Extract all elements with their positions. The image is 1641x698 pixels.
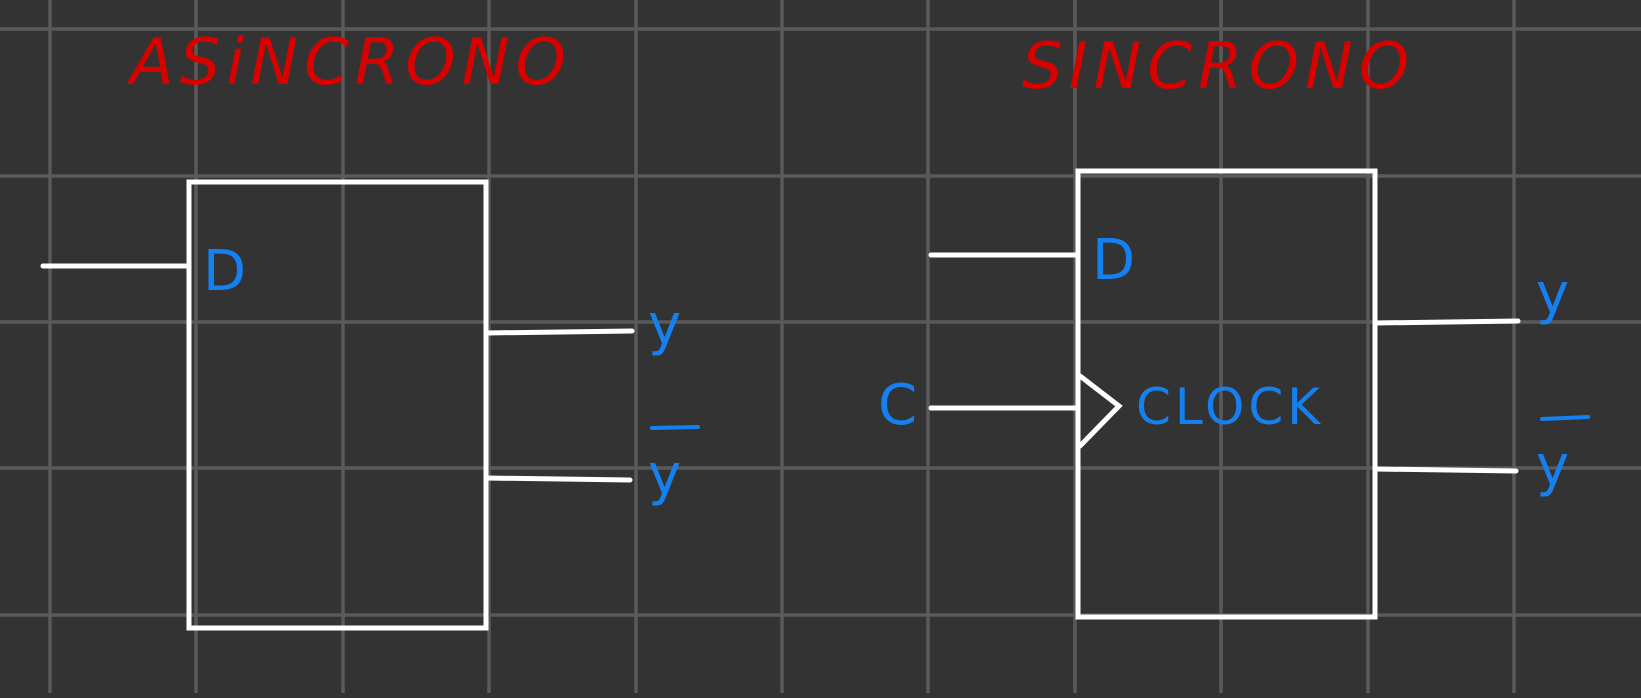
sync-output-y-wire bbox=[1372, 318, 1521, 326]
async-output-ybar-wire bbox=[483, 475, 633, 483]
sync-negation-bar bbox=[1540, 415, 1590, 421]
sync-output-y-label: y bbox=[1536, 262, 1569, 327]
sync-block bbox=[1075, 168, 1378, 620]
async-input-d-label: D bbox=[203, 239, 246, 304]
sync-title: SINCRONO bbox=[1022, 30, 1415, 104]
async-output-y-label: y bbox=[648, 293, 681, 358]
async-title: ASiNCRONO bbox=[126, 26, 572, 100]
async-block bbox=[186, 179, 489, 631]
sync-input-d-label: D bbox=[1092, 228, 1135, 293]
sync-diagram: SINCRONO D C CLOCK y y bbox=[878, 30, 1590, 620]
async-output-y-wire bbox=[483, 328, 635, 336]
sync-output-ybar-wire bbox=[1372, 466, 1519, 474]
async-negation-bar bbox=[650, 425, 700, 430]
async-output-ybar-label: y bbox=[648, 443, 681, 508]
async-diagram: ASiNCRONO D y y bbox=[40, 26, 700, 631]
clock-edge-triangle bbox=[1077, 373, 1123, 449]
sync-output-ybar-label: y bbox=[1536, 434, 1569, 499]
sync-clock-label: CLOCK bbox=[1136, 378, 1324, 436]
sync-clock-input-label: C bbox=[878, 373, 917, 438]
